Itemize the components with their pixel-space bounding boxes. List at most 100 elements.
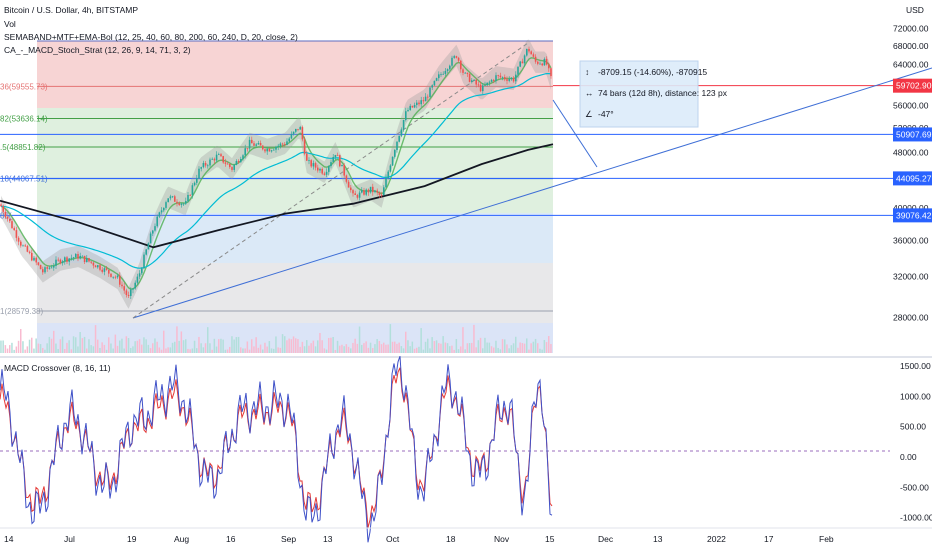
candle-body	[451, 57, 453, 66]
candle-body	[143, 254, 145, 269]
candle-body	[242, 155, 244, 160]
volume-bar	[394, 341, 396, 353]
candle-body	[407, 109, 409, 112]
volume-bar	[361, 344, 363, 353]
volume-bar	[64, 349, 66, 353]
measure-box[interactable]	[579, 60, 699, 128]
candle-body	[33, 257, 35, 261]
candle-body	[266, 148, 268, 152]
symbol-title[interactable]: Bitcoin / U.S. Dollar, 4h, BITSTAMP	[4, 5, 138, 15]
candle-body	[402, 119, 405, 130]
volume-bar	[427, 338, 429, 353]
last-price-tag-text: 59702.90	[896, 81, 932, 91]
candle-body	[297, 128, 299, 130]
candle-body	[167, 198, 169, 203]
volume-bar	[136, 340, 139, 353]
volume-bar	[211, 349, 213, 353]
vol-label[interactable]: Vol	[4, 19, 16, 29]
candle-body	[543, 58, 546, 66]
candle-body	[257, 143, 260, 145]
candle-body	[119, 275, 121, 285]
volume-bar	[31, 337, 33, 353]
volume-bar	[541, 349, 543, 353]
candle-body	[449, 65, 451, 70]
volume-bar	[332, 336, 334, 353]
candle-body	[396, 141, 398, 151]
candle-body	[438, 74, 440, 79]
volume-bar	[334, 349, 337, 353]
candle-body	[15, 230, 18, 238]
indicator-semaband[interactable]: SEMABAND+MTF+EMA-Bol (12, 25, 40, 60, 80…	[4, 32, 298, 42]
price-band	[1, 39, 551, 309]
time-tick-label: Sep	[281, 534, 296, 544]
volume-bar	[290, 339, 293, 353]
volume-bar	[519, 342, 521, 353]
macd-axis[interactable]: 1500.00 1000.00 500.00 0.00 -500.00 -1000.00	[900, 361, 932, 523]
candle-body	[493, 79, 495, 81]
fib-anchor-line[interactable]	[132, 42, 529, 319]
volume-bar	[141, 344, 143, 353]
volume-bar	[482, 348, 484, 353]
candle-body	[528, 48, 530, 52]
volume-bar	[372, 348, 374, 353]
level-price-tag	[893, 127, 932, 142]
candle-body	[237, 161, 240, 163]
volume-bar	[160, 349, 163, 353]
level-price-tag-text: 44095.27	[896, 173, 932, 183]
candle-body	[108, 269, 110, 274]
volume-bar	[484, 337, 486, 353]
candle-body	[510, 77, 513, 80]
volume-bar	[268, 341, 271, 353]
measure-bars-info: 74 bars (12d 8h), distance: 123 px	[598, 88, 728, 98]
volume-bar	[347, 346, 350, 353]
volume-bar	[446, 343, 449, 353]
candle-body	[48, 267, 51, 269]
trendline[interactable]	[132, 67, 932, 319]
volume-bar	[451, 345, 453, 353]
candle-body	[286, 141, 288, 145]
candle-body	[163, 207, 165, 211]
volume-bar	[127, 338, 130, 353]
candle-body	[22, 245, 24, 247]
macd-title[interactable]: MACD Crossover (8, 16, 11)	[4, 363, 111, 373]
candle-body	[125, 290, 128, 295]
candle-body	[541, 63, 543, 66]
candle-body	[413, 104, 416, 108]
volume-bar	[543, 339, 546, 353]
candle-body	[198, 168, 200, 179]
candle-body	[526, 48, 528, 56]
candle-body	[429, 87, 431, 98]
candle-body	[255, 144, 257, 146]
volume-bar	[28, 339, 31, 353]
time-tick-label: 19	[127, 534, 137, 544]
ema-fast-line	[0, 73, 552, 269]
volume-bar	[402, 348, 405, 353]
candle-body	[154, 226, 156, 231]
candle-body	[270, 150, 273, 152]
candle-body	[284, 144, 286, 146]
candle-body	[411, 105, 414, 108]
candle-body	[213, 158, 216, 161]
candle-body	[11, 221, 13, 229]
projection-line[interactable]	[552, 99, 598, 168]
time-axis[interactable]: 14 Jul 19 Aug 16 Sep 13 Oct 18 Nov 15 Dec 13 2022 17 Fe…	[4, 534, 834, 544]
volume-bar	[224, 349, 227, 353]
candle-body	[350, 187, 352, 191]
candle-body	[121, 284, 123, 287]
volume-bar	[534, 338, 537, 353]
candle-body	[66, 257, 68, 262]
volume-bar	[134, 341, 136, 353]
volume-bar	[510, 345, 513, 353]
candle-body	[127, 294, 130, 296]
candle-body	[539, 63, 541, 65]
indicator-macd-strat[interactable]: CA_-_MACD_Stoch_Strat (12, 26, 9, 14, 71…	[4, 45, 191, 55]
candle-body	[189, 194, 191, 196]
volume-bar	[130, 347, 132, 353]
volume-bar	[187, 348, 189, 353]
candle-body	[105, 268, 108, 270]
candle-body	[55, 259, 57, 266]
candle-body	[275, 146, 277, 150]
volume-bar	[453, 349, 455, 353]
volume-bar	[473, 324, 475, 353]
